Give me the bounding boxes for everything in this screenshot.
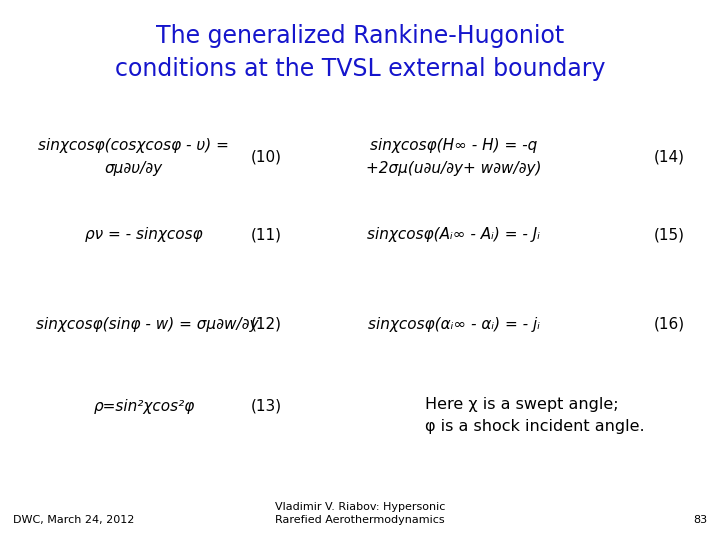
Text: (11): (11) bbox=[251, 227, 282, 242]
Text: sinχcosφ(αᵢ∞ - αᵢ) = - jᵢ: sinχcosφ(αᵢ∞ - αᵢ) = - jᵢ bbox=[368, 316, 539, 332]
Text: 83: 83 bbox=[693, 515, 707, 525]
Text: sinχcosφ(Aᵢ∞ - Aᵢ) = - Jᵢ: sinχcosφ(Aᵢ∞ - Aᵢ) = - Jᵢ bbox=[367, 227, 540, 242]
Text: (12): (12) bbox=[251, 316, 282, 332]
Text: sinχcosφ(sinφ - w) = σμ∂w/∂y: sinχcosφ(sinφ - w) = σμ∂w/∂y bbox=[36, 316, 259, 332]
Text: (13): (13) bbox=[251, 399, 282, 414]
Text: ρν = - sinχcosφ: ρν = - sinχcosφ bbox=[85, 227, 203, 242]
Text: conditions at the TVSL external boundary: conditions at the TVSL external boundary bbox=[114, 57, 606, 80]
Text: (10): (10) bbox=[251, 149, 282, 164]
Text: The generalized Rankine-Hugoniot: The generalized Rankine-Hugoniot bbox=[156, 24, 564, 48]
Text: (16): (16) bbox=[654, 316, 685, 332]
Text: Vladimir V. Riabov: Hypersonic
Rarefied Aerothermodynamics: Vladimir V. Riabov: Hypersonic Rarefied … bbox=[275, 502, 445, 525]
Text: sinχcosφ(cosχcosφ - υ) =: sinχcosφ(cosχcosφ - υ) = bbox=[37, 138, 229, 153]
Text: Here χ is a swept angle;
φ is a shock incident angle.: Here χ is a swept angle; φ is a shock in… bbox=[425, 397, 644, 434]
Text: (14): (14) bbox=[654, 149, 685, 164]
Text: DWC, March 24, 2012: DWC, March 24, 2012 bbox=[13, 515, 135, 525]
Text: (15): (15) bbox=[654, 227, 685, 242]
Text: ρ=sin²χcos²φ: ρ=sin²χcos²φ bbox=[94, 399, 194, 414]
Text: sinχcosφ(H∞ - H) = -q: sinχcosφ(H∞ - H) = -q bbox=[370, 138, 537, 153]
Text: σμ∂υ/∂y: σμ∂υ/∂y bbox=[104, 161, 162, 176]
Text: +2σμ(u∂u/∂y+ w∂w/∂y): +2σμ(u∂u/∂y+ w∂w/∂y) bbox=[366, 161, 541, 176]
